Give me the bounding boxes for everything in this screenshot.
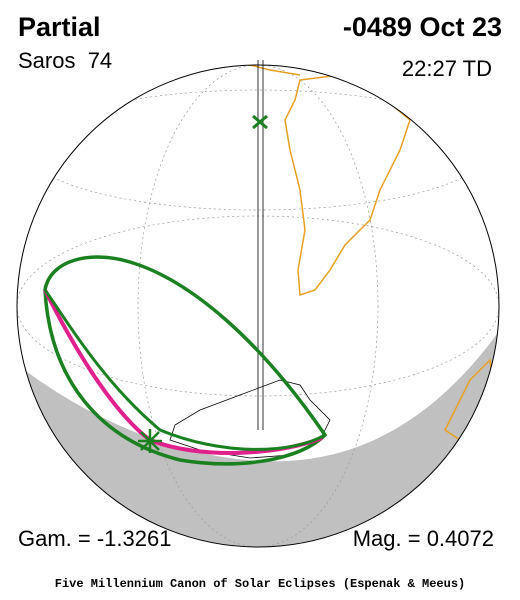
magnitude: Mag. = 0.4072 [353, 526, 494, 551]
south-america [284, 74, 411, 297]
gamma: Gam. = -1.3261 [18, 526, 171, 551]
greatest-eclipse [138, 429, 162, 453]
date: -0489 Oct 23 [343, 12, 502, 42]
pole-marker [252, 114, 268, 130]
title: Partial [18, 12, 101, 42]
saros: Saros 74 [18, 48, 112, 73]
time: 22:27 TD [402, 56, 492, 81]
inner-limit [43, 289, 326, 451]
credit: Five Millennium Canon of Solar Eclipses … [55, 577, 465, 591]
